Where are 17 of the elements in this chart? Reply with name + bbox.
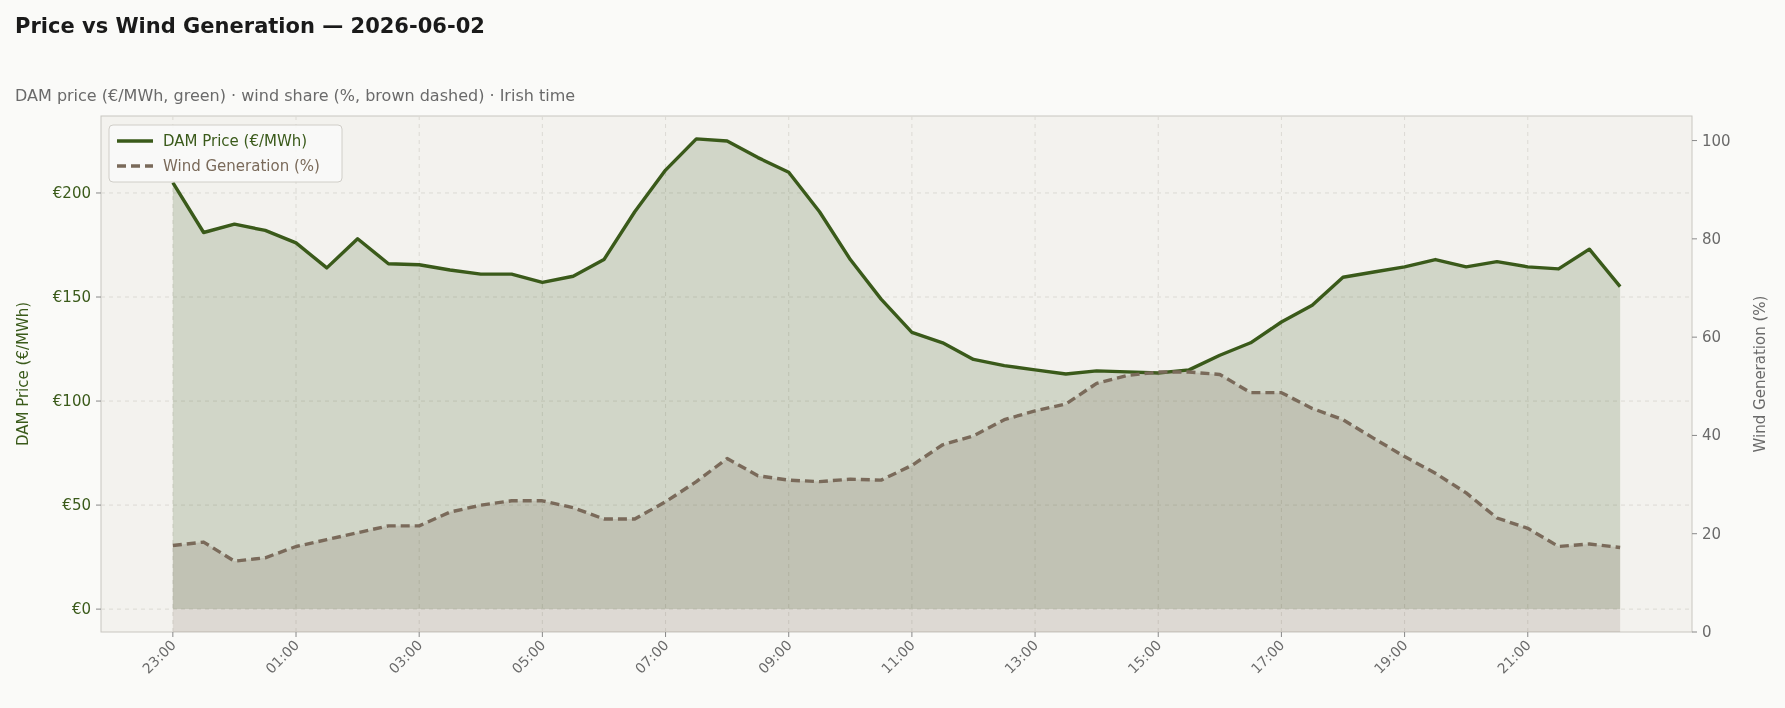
y-tick-label: €150 (52, 288, 91, 307)
y2-axis-title: Wind Generation (%) (1751, 295, 1769, 453)
y2-tick-label: 20 (1702, 524, 1722, 543)
y-axis-title: DAM Price (€/MWh) (14, 301, 32, 447)
y2-tick-label: 100 (1702, 131, 1731, 150)
y2-tick-label: 0 (1702, 623, 1712, 641)
y-tick-label: €50 (62, 496, 91, 515)
y2-tick-label: 60 (1702, 328, 1722, 347)
y-tick-label: €0 (71, 600, 91, 619)
legend-label: DAM Price (€/MWh) (163, 132, 308, 150)
y-tick-label: €200 (52, 183, 91, 202)
chart-subtitle: DAM price (€/MWh, green) · wind share (%, brown dashed) · Irish time (15, 86, 576, 105)
y2-tick-label: 40 (1702, 426, 1722, 445)
legend-label: Wind Generation (%) (163, 157, 320, 175)
y2-tick-label: 80 (1702, 229, 1722, 248)
chart-title: Price vs Wind Generation — 2026-06-02 (15, 14, 485, 38)
y-tick-label: €100 (52, 392, 91, 411)
